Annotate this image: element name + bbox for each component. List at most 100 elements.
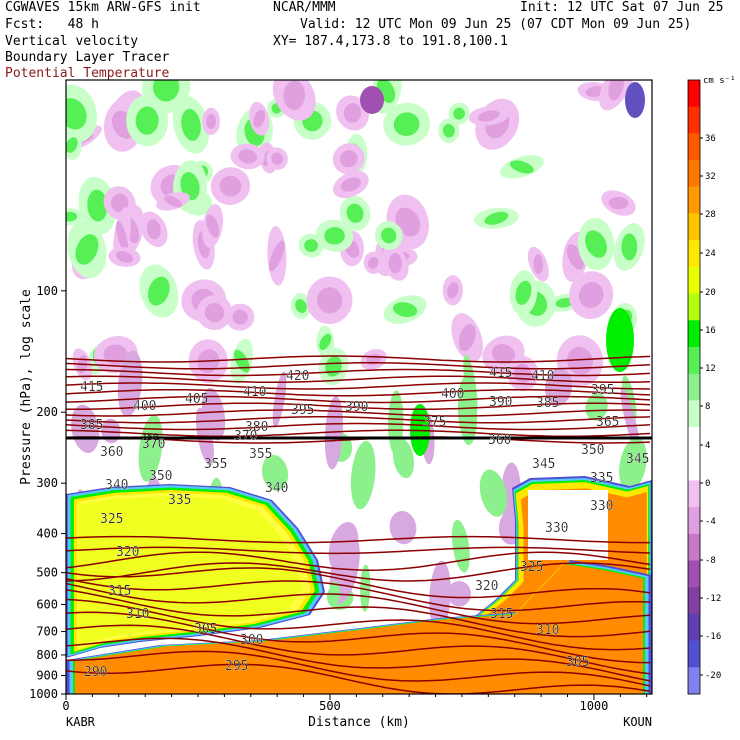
contour-label: 350 <box>149 469 172 484</box>
velocity-cell <box>479 469 508 517</box>
contour-label: 385 <box>536 396 559 411</box>
colorbar-swatch <box>688 266 700 295</box>
y-tick-label: 700 <box>36 625 58 639</box>
velocity-cell <box>350 440 376 510</box>
theta-contour <box>66 429 651 437</box>
colorbar-frame <box>687 79 701 695</box>
contour-label: 405 <box>185 392 208 407</box>
velocity-cell-core <box>152 80 180 102</box>
velocity-cell-core <box>115 220 129 253</box>
velocity-cell-core <box>509 160 534 174</box>
theta-contour <box>66 551 651 571</box>
field-potential-temperature: Potential Temperature <box>5 66 170 81</box>
velocity-cell <box>389 510 417 545</box>
velocity-cell-core <box>381 227 397 244</box>
velocity-cell-core <box>66 137 78 153</box>
theta-contour <box>66 402 651 410</box>
init-time: Init: 12 UTC Sat 07 Jun 25 <box>520 0 724 15</box>
velocity-cell-core <box>453 107 465 120</box>
colorbar-units: cm s⁻¹ <box>703 76 736 86</box>
contour-label: 355 <box>204 457 227 472</box>
forecast-hour: Fcst: 48 h <box>5 17 99 32</box>
theta-contour <box>66 375 651 383</box>
velocity-cell-core <box>181 108 201 141</box>
y-tick-label: 100 <box>36 284 58 298</box>
colorbar-swatch <box>688 373 700 401</box>
colorbar-swatch <box>688 400 700 428</box>
colorbar-swatch <box>688 560 700 588</box>
tracer-bottom-core <box>74 563 644 694</box>
tropopause-label: 150 <box>142 433 158 443</box>
contour-label: 410 <box>531 369 554 384</box>
y-tick-label: 500 <box>36 566 58 580</box>
colorbar-swatch <box>688 453 700 481</box>
y-tick-label: 600 <box>36 598 58 612</box>
velocity-cell-core <box>115 251 134 263</box>
velocity-cell <box>71 404 100 454</box>
plot-area: 415 420 415 410 400 405 410 395 390 400 390 385 395 3… <box>66 80 652 694</box>
contour-label: 295 <box>225 659 248 674</box>
velocity-cell <box>138 414 163 482</box>
contour-label: 345 <box>626 452 649 467</box>
contour-label: 385 <box>80 418 103 433</box>
y-axis: 100 200 300 400 500 600 700 800 900 1000 <box>29 284 66 701</box>
contour-label: 370 <box>234 429 257 444</box>
colorbar-tick-label: 32 <box>705 172 716 182</box>
theta-contour <box>66 422 651 431</box>
velocity-cell <box>360 564 371 612</box>
colorbar-tick-label: -16 <box>705 632 721 642</box>
theta-contour <box>66 416 651 424</box>
velocity-cell-core <box>340 177 361 192</box>
x-tick-label: 1000 <box>579 699 608 713</box>
theta-contour <box>66 637 651 682</box>
velocity-cell-strong <box>606 308 634 372</box>
y-tick-label: 300 <box>36 476 58 490</box>
theta-contour <box>66 382 651 390</box>
contour-label: 315 <box>108 584 131 599</box>
contour-label: 310 <box>126 607 149 622</box>
velocity-cell-core <box>621 233 638 261</box>
colorbar-swatch <box>688 533 700 562</box>
colorbar-tick-label: -4 <box>705 517 716 527</box>
colorbar-tick-label: -12 <box>705 594 721 604</box>
velocity-cell-core <box>238 149 257 164</box>
colorbar-swatch <box>688 613 700 642</box>
contour-label: 355 <box>249 447 272 462</box>
theta-contour <box>66 546 651 555</box>
theta-contour <box>66 624 651 675</box>
velocity-cell-core <box>555 297 574 308</box>
contour-label: 335 <box>590 471 613 486</box>
velocity-cell-core <box>442 123 455 138</box>
colorbar-tick-label: 4 <box>705 441 710 451</box>
contour-label: 360 <box>100 445 123 460</box>
velocity-cell-core <box>271 152 284 165</box>
theta-contour <box>66 389 651 397</box>
field-boundary-layer-tracer: Boundary Layer Tracer <box>5 50 170 65</box>
vertical-velocity-field <box>66 80 647 633</box>
theta-contour <box>66 589 651 638</box>
velocity-cell-core <box>533 254 544 275</box>
y-tick-label: 800 <box>36 648 58 662</box>
y-tick-label: 1000 <box>29 687 58 701</box>
y-tick-label: 900 <box>36 669 58 683</box>
colorbar-tick-label: 0 <box>705 479 710 489</box>
y-tick-label: 200 <box>36 405 58 419</box>
contour-label: 305 <box>194 622 217 637</box>
theta-contour <box>66 598 651 651</box>
contour-label: 365 <box>596 415 619 430</box>
org-label: NCAR/MMM <box>273 0 336 15</box>
velocity-cell-core <box>75 234 99 265</box>
velocity-cell-core <box>295 299 307 313</box>
theta-contour <box>66 562 651 582</box>
contour-label: 325 <box>100 512 123 527</box>
theta-contour <box>66 567 651 599</box>
contour-label: 315 <box>490 607 513 622</box>
contour-label: 400 <box>133 399 156 414</box>
x-axis: 0 500 1000 <box>62 694 648 713</box>
velocity-cell-core <box>393 112 420 137</box>
field-vertical-velocity: Vertical velocity <box>5 34 139 49</box>
colorbar: 36 32 28 24 20 16 12 8 4 0 -4 -8 -12 -16 -20 <box>687 79 721 695</box>
contour-label: 415 <box>80 380 103 395</box>
velocity-cell-core <box>147 276 170 306</box>
velocity-cell-core <box>204 302 225 323</box>
